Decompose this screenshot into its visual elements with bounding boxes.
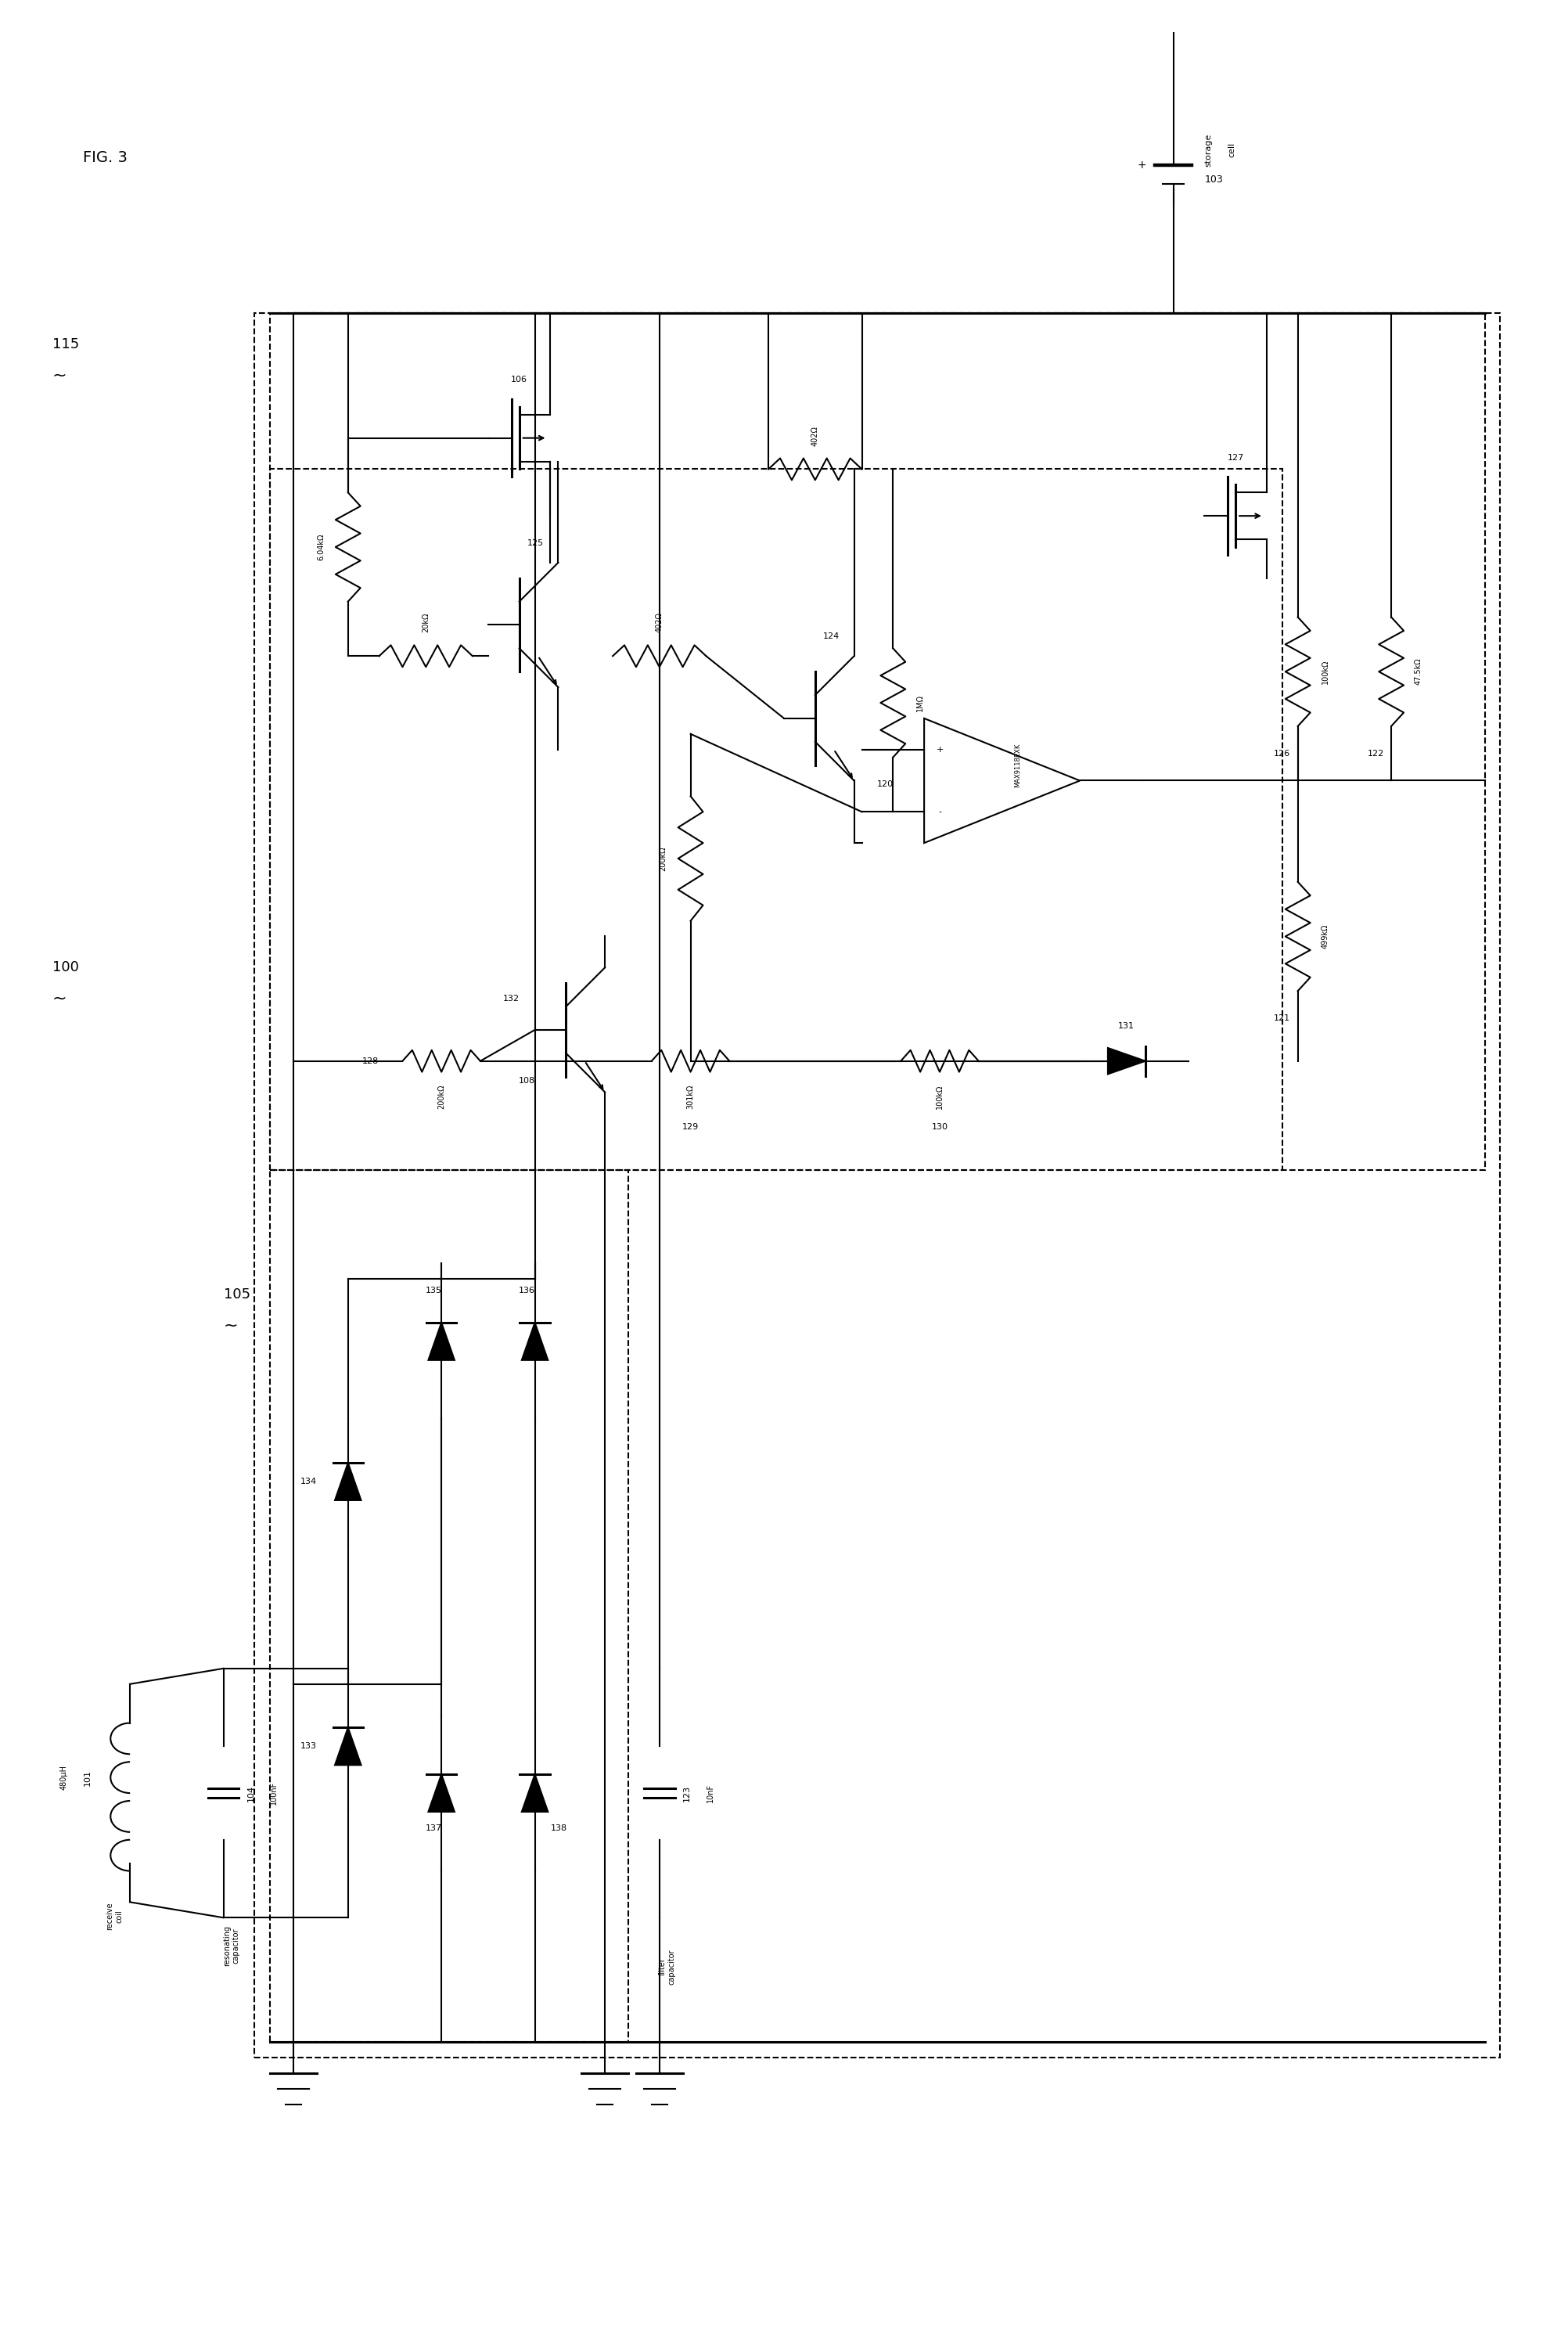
Text: -: -	[938, 809, 941, 816]
Polygon shape	[336, 1728, 361, 1765]
Text: FIG. 3: FIG. 3	[83, 150, 127, 164]
Bar	[254, 314, 1501, 2058]
Text: resonating
capacitor: resonating capacitor	[223, 1924, 240, 1967]
Polygon shape	[428, 1774, 455, 1812]
Text: +: +	[936, 745, 944, 752]
Text: 499kΩ: 499kΩ	[1322, 924, 1330, 949]
Text: 121: 121	[1275, 1015, 1290, 1022]
Text: 200kΩ: 200kΩ	[437, 1085, 445, 1109]
Text: 301kΩ: 301kΩ	[687, 1085, 695, 1109]
Text: 115: 115	[52, 338, 78, 352]
Polygon shape	[522, 1774, 547, 1812]
Polygon shape	[1109, 1048, 1145, 1074]
Text: 402Ω: 402Ω	[655, 612, 663, 633]
Text: 480μH: 480μH	[60, 1765, 67, 1791]
Text: 101: 101	[83, 1770, 91, 1786]
Text: 125: 125	[527, 539, 544, 546]
Text: 130: 130	[931, 1123, 949, 1132]
Text: 100kΩ: 100kΩ	[1322, 659, 1330, 684]
Text: +: +	[1138, 159, 1146, 171]
Bar	[270, 469, 1283, 1170]
Bar	[270, 1170, 629, 2042]
Text: 134: 134	[301, 1477, 317, 1486]
Text: receive
coil: receive coil	[107, 1901, 122, 1929]
Text: 104: 104	[246, 1784, 254, 1800]
Text: 131: 131	[1118, 1022, 1135, 1029]
Text: 47.5kΩ: 47.5kΩ	[1414, 659, 1422, 684]
Text: 126: 126	[1275, 750, 1290, 757]
Polygon shape	[336, 1463, 361, 1500]
Polygon shape	[428, 1322, 455, 1360]
Text: 103: 103	[1204, 173, 1223, 185]
Text: 108: 108	[519, 1076, 535, 1085]
Text: 133: 133	[301, 1742, 317, 1751]
Text: 127: 127	[1228, 452, 1243, 462]
Text: 20kΩ: 20kΩ	[422, 612, 430, 633]
Text: 10nF: 10nF	[706, 1784, 713, 1803]
Text: 100: 100	[52, 961, 78, 975]
Text: cell: cell	[1228, 143, 1236, 157]
Text: 100nF: 100nF	[270, 1781, 278, 1805]
Text: storage: storage	[1204, 134, 1212, 166]
Text: 100kΩ: 100kΩ	[936, 1085, 944, 1109]
Text: 136: 136	[519, 1287, 535, 1294]
Text: ~: ~	[52, 368, 67, 384]
Text: 123: 123	[682, 1784, 690, 1800]
Text: 138: 138	[550, 1824, 568, 1833]
Text: 402Ω: 402Ω	[811, 427, 818, 445]
Text: 120: 120	[877, 781, 894, 788]
Text: 105: 105	[223, 1287, 251, 1301]
Text: 1MΩ: 1MΩ	[916, 694, 924, 710]
Bar	[270, 314, 1485, 1170]
Text: 124: 124	[823, 633, 839, 640]
Polygon shape	[522, 1322, 547, 1360]
Text: 129: 129	[682, 1123, 699, 1132]
Text: 135: 135	[425, 1287, 442, 1294]
Text: 128: 128	[362, 1057, 379, 1064]
Text: 200kΩ: 200kΩ	[660, 846, 668, 872]
Text: ~: ~	[223, 1317, 238, 1334]
Text: ~: ~	[52, 992, 67, 1006]
Text: 122: 122	[1367, 750, 1385, 757]
Text: 137: 137	[425, 1824, 442, 1833]
Text: 106: 106	[511, 375, 527, 384]
Text: 132: 132	[503, 994, 519, 1003]
Text: filter
capacitor: filter capacitor	[659, 1948, 676, 1985]
Text: 6.04kΩ: 6.04kΩ	[317, 534, 325, 560]
Text: MAX9118EXK: MAX9118EXK	[1014, 743, 1021, 788]
